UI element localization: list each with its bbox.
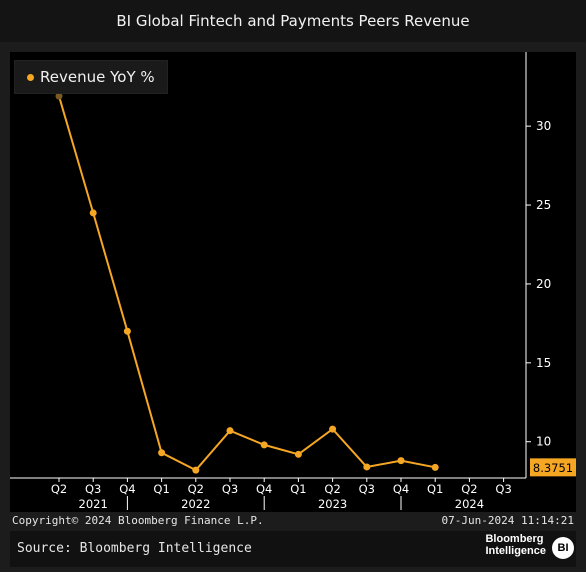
date-stamp: 07-Jun-2024 11:14:21 (441, 514, 574, 527)
x-tick-label: Q1 (427, 482, 443, 496)
legend: Revenue YoY % (14, 60, 168, 94)
y-tick-label: 15 (536, 356, 551, 370)
series-line (58, 95, 436, 472)
plot-area: 10 15 20 25 30 Q2 Q3 Q4 Q1 Q2 Q3 Q4 Q1 Q2 Q3 Q4 Q1 Q2 Q3 20… (10, 52, 576, 512)
x-tick-label: Q1 (153, 482, 169, 496)
data-point (55, 92, 63, 100)
data-point (123, 327, 131, 335)
legend-label: Revenue YoY % (40, 68, 155, 86)
brand-line-1: Bloomberg (485, 533, 544, 545)
data-point (431, 463, 439, 471)
data-point (329, 425, 337, 433)
data-point (158, 449, 166, 457)
x-tick-label: Q4 (256, 482, 272, 496)
brand-logo: Bloomberg Intelligence (485, 533, 546, 557)
x-tick-label: Q4 (393, 482, 409, 496)
data-point (192, 466, 200, 474)
x-tick-label: Q3 (222, 482, 238, 496)
footer: Source: Bloomberg Intelligence Bloomberg… (10, 531, 576, 567)
year-label: 2021 (79, 497, 108, 511)
source-text: Source: Bloomberg Intelligence (17, 541, 252, 556)
year-label: 2024 (455, 497, 484, 511)
x-tick-label: Q3 (495, 482, 511, 496)
x-tick-label: Q2 (188, 482, 204, 496)
x-tick-label: Q3 (359, 482, 375, 496)
x-tick-label: Q2 (324, 482, 340, 496)
copyright-text: Copyright© 2024 Bloomberg Finance L.P. (12, 514, 264, 527)
y-tick-label: 25 (536, 198, 551, 212)
data-point (260, 441, 268, 449)
chart-title: BI Global Fintech and Payments Peers Rev… (0, 0, 586, 42)
y-tick-label: 20 (536, 277, 551, 291)
last-value-badge (530, 458, 576, 477)
bi-badge-icon: BI (552, 537, 574, 559)
data-point (397, 457, 405, 465)
data-point (363, 463, 371, 471)
legend-marker (27, 73, 34, 81)
x-tick-label: Q1 (290, 482, 306, 496)
y-tick-label: 30 (536, 119, 551, 133)
data-point (89, 209, 97, 217)
y-tick-label: 10 (536, 435, 551, 449)
x-tick-label: Q2 (461, 482, 477, 496)
last-value-label: 8.3751 (533, 461, 573, 475)
data-point (226, 427, 234, 435)
data-point (294, 450, 302, 458)
x-tick-label: Q2 (51, 482, 67, 496)
brand-line-2: Intelligence (485, 545, 546, 557)
year-label: 2022 (181, 497, 210, 511)
year-label: 2023 (318, 497, 347, 511)
x-tick-label: Q4 (119, 482, 135, 496)
x-tick-label: Q3 (85, 482, 101, 496)
